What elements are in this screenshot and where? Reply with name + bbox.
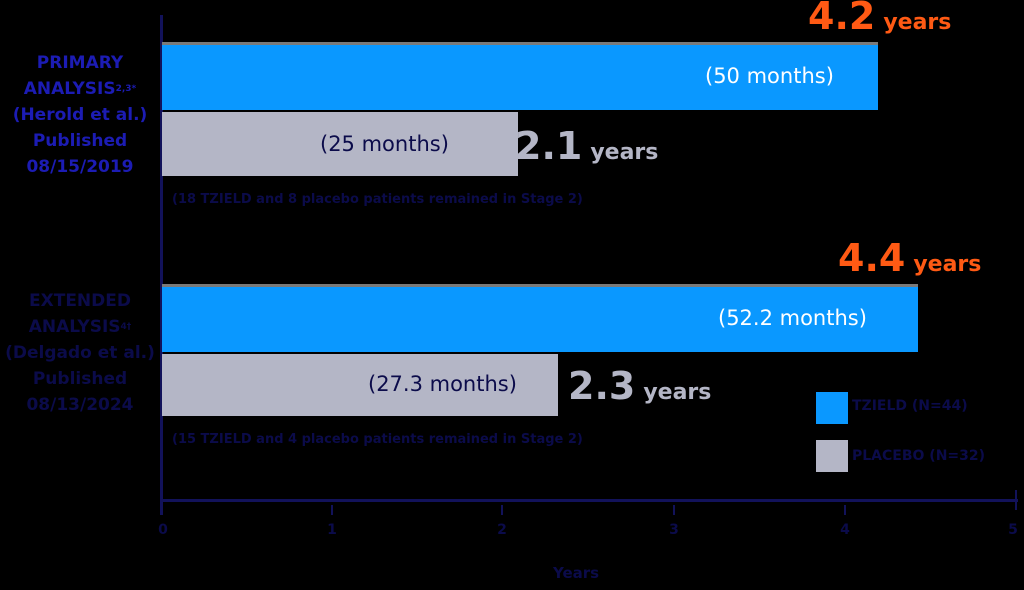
- label-line: ANALYSIS2,3*: [23, 79, 137, 99]
- extended-analysis-label: EXTENDED ANALYSIS4† (Delgado et al.) Pub…: [0, 288, 160, 418]
- legend-label-placebo: PLACEBO (N=32): [852, 448, 986, 464]
- legend-swatch-placebo: [816, 440, 848, 472]
- y-axis-line: [160, 15, 163, 515]
- label-line: Published: [32, 369, 128, 389]
- label-line: (Delgado et al.): [5, 343, 155, 363]
- x-axis-title: Years: [553, 564, 600, 582]
- primary-analysis-label: PRIMARY ANALYSIS2,3* (Herold et al.) Pub…: [0, 50, 160, 180]
- x-tick-5: [1015, 490, 1017, 510]
- label-line: Published: [32, 131, 128, 151]
- months-extended-placebo: (27.3 months): [368, 372, 517, 396]
- x-tick-label-3: 3: [669, 522, 679, 538]
- bar-extended-tzield: [162, 284, 918, 352]
- label-line: (Herold et al.): [12, 105, 148, 125]
- x-axis-line: [160, 499, 1018, 502]
- legend-swatch-tzield: [816, 392, 848, 424]
- bar-extended-placebo: [162, 354, 558, 416]
- note-extended: (15 TZIELD and 4 placebo patients remain…: [172, 432, 583, 447]
- label-line: 08/15/2019: [26, 157, 134, 177]
- label-line: 08/13/2024: [26, 395, 134, 415]
- legend-label-tzield: TZIELD (N=44): [852, 398, 968, 414]
- years-primary-placebo: 2.1 years: [515, 124, 659, 168]
- x-tick-label-4: 4: [840, 522, 850, 538]
- x-tick-2: [501, 505, 503, 515]
- months-primary-tzield: (50 months): [705, 64, 834, 88]
- note-primary: (18 TZIELD and 8 placebo patients remain…: [172, 192, 583, 207]
- years-primary-tzield: 4.2 years: [808, 0, 952, 38]
- bar-primary-tzield: [162, 42, 878, 110]
- x-tick-1: [331, 505, 333, 515]
- bar-primary-placebo: [162, 112, 518, 176]
- x-tick-label-2: 2: [497, 522, 507, 538]
- label-line: ANALYSIS4†: [28, 317, 132, 337]
- label-line: PRIMARY: [36, 53, 124, 73]
- x-tick-label-5: 5: [1008, 522, 1018, 538]
- x-tick-3: [673, 505, 675, 515]
- years-extended-tzield: 4.4 years: [838, 236, 982, 280]
- x-tick-label-1: 1: [327, 522, 337, 538]
- months-extended-tzield: (52.2 months): [718, 306, 867, 330]
- x-tick-0: [161, 490, 163, 515]
- label-line: EXTENDED: [29, 291, 131, 311]
- years-extended-placebo: 2.3 years: [568, 364, 712, 408]
- x-tick-4: [844, 505, 846, 515]
- x-tick-label-0: 0: [158, 522, 168, 538]
- months-primary-placebo: (25 months): [320, 132, 449, 156]
